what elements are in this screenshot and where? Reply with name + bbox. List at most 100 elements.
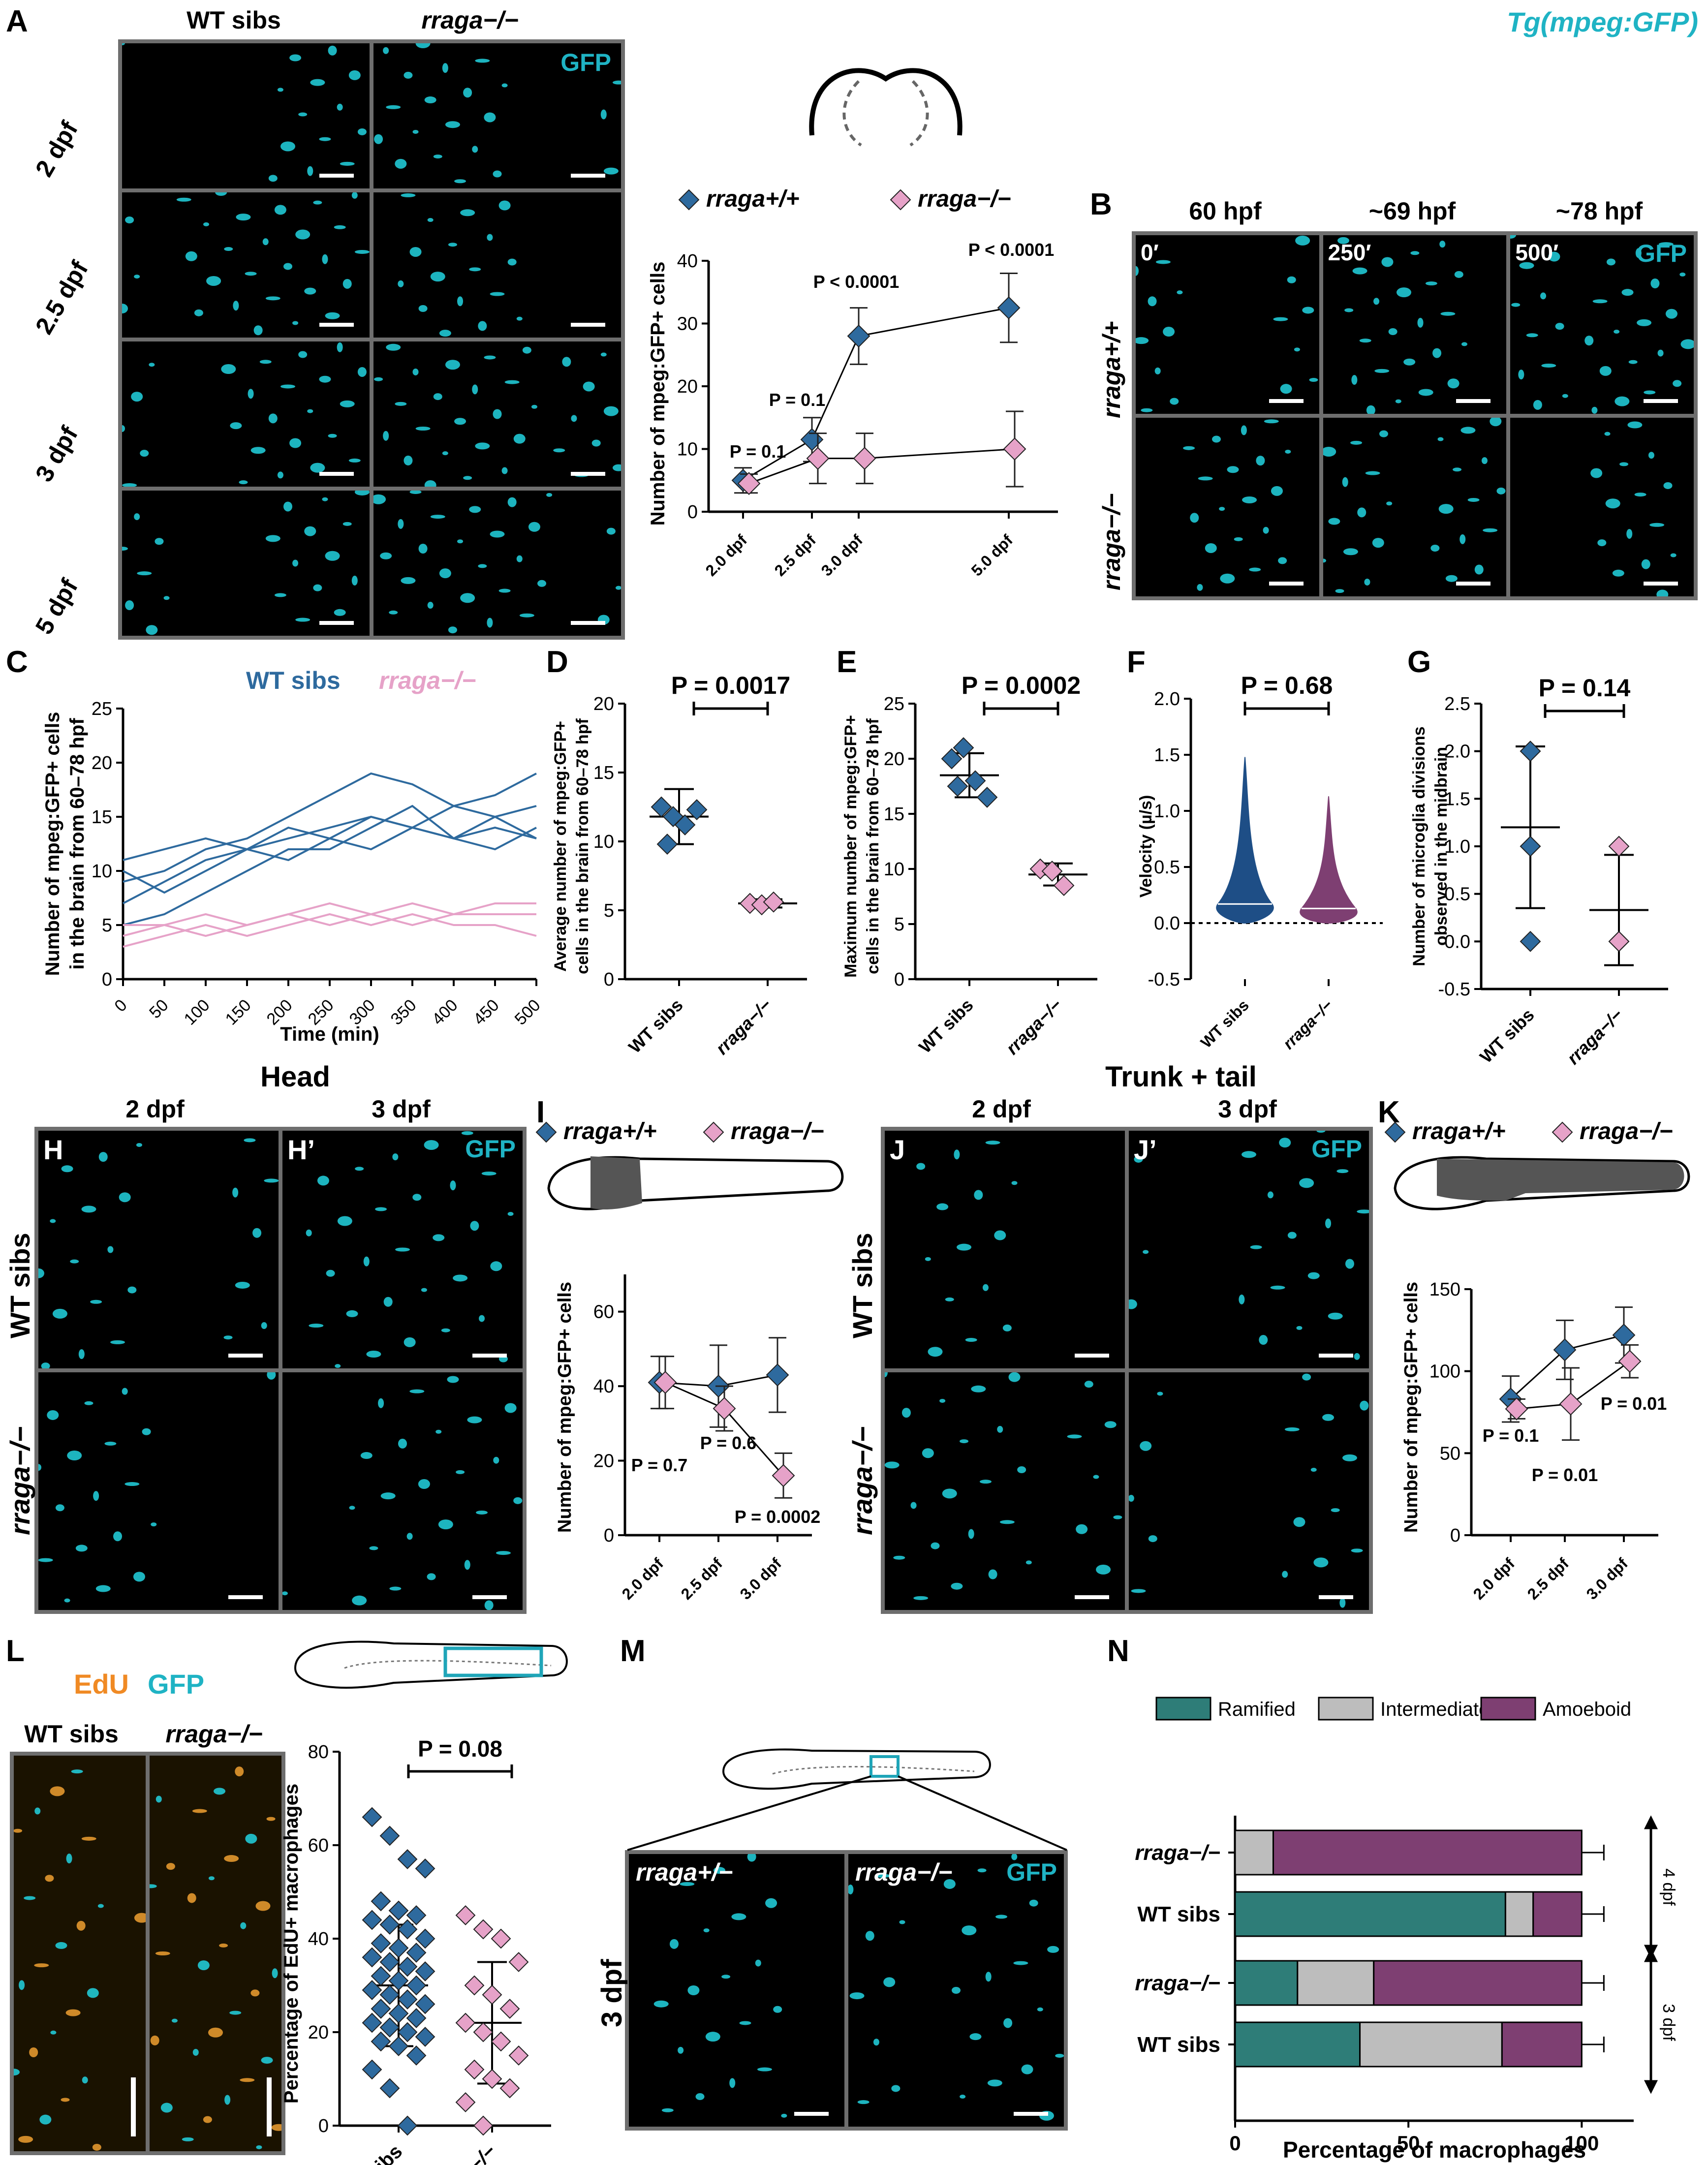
scale-bar bbox=[131, 2077, 136, 2136]
x-tick-label: 50 bbox=[1397, 2132, 1420, 2155]
labeled-cell bbox=[1219, 507, 1225, 511]
y-tick-label: 1.5 bbox=[1444, 789, 1470, 809]
x-axis-label: Time (min) bbox=[280, 1023, 379, 1045]
labeled-cell bbox=[373, 494, 386, 504]
labeled-cell bbox=[493, 170, 502, 178]
labeled-cell bbox=[507, 258, 517, 266]
labeled-cell bbox=[1606, 498, 1621, 509]
y-tick-label: 0 bbox=[1450, 1525, 1460, 1546]
labeled-cell bbox=[84, 1401, 93, 1405]
data-point bbox=[415, 2027, 435, 2047]
micrograph-cell bbox=[122, 43, 370, 188]
labeled-cell bbox=[41, 1362, 50, 1368]
labeled-cell bbox=[757, 2067, 772, 2072]
labeled-cell bbox=[265, 296, 280, 301]
panel-h-col-header: 2 dpf bbox=[125, 1095, 185, 1123]
series-line bbox=[743, 307, 1009, 481]
x-tick-label: WT sibs bbox=[1197, 996, 1252, 1051]
bar-segment bbox=[1359, 2021, 1503, 2068]
labeled-cell bbox=[1447, 378, 1460, 389]
labeled-cell bbox=[61, 2098, 70, 2102]
labeled-cell bbox=[274, 205, 286, 215]
series-line bbox=[123, 902, 536, 927]
labeled-cell bbox=[1533, 400, 1543, 410]
x-tick-label: 5.0 dpf bbox=[968, 531, 1017, 580]
data-point bbox=[491, 2031, 511, 2052]
labeled-cell bbox=[107, 1246, 114, 1253]
scale-bar bbox=[319, 472, 354, 476]
labeled-cell bbox=[295, 229, 311, 240]
labeled-cell bbox=[1396, 287, 1411, 298]
labeled-cell bbox=[197, 1960, 210, 1971]
labeled-cell bbox=[131, 392, 143, 402]
legend-marker-mut bbox=[1552, 1121, 1573, 1143]
y-axis-label: Average number of mpeg:GFP+ bbox=[551, 721, 570, 972]
labeled-cell bbox=[340, 161, 355, 166]
labeled-cell bbox=[310, 463, 325, 473]
panel-label-j: J bbox=[890, 1134, 905, 1165]
labeled-cell bbox=[490, 292, 505, 296]
labeled-cell bbox=[1143, 1250, 1149, 1254]
labeled-cell bbox=[140, 450, 149, 457]
group-label: 4 dpf bbox=[1659, 1868, 1678, 1906]
legend-label: rraga+/+ bbox=[1412, 1118, 1505, 1144]
labeled-cell bbox=[304, 526, 316, 536]
data-point bbox=[464, 1975, 485, 1996]
x-tick-label: 2.0 dpf bbox=[702, 531, 751, 580]
panel-label-e: E bbox=[837, 645, 857, 679]
x-tick-label: WT sibs bbox=[915, 995, 977, 1057]
channel-label: GFP bbox=[1636, 240, 1687, 267]
legend-swatch bbox=[1155, 1697, 1211, 1721]
labeled-cell bbox=[29, 2047, 38, 2057]
labeled-cell bbox=[92, 2143, 101, 2151]
labeled-cell bbox=[70, 1259, 79, 1264]
micrograph-texture bbox=[150, 1766, 281, 2149]
labeled-cell bbox=[885, 1461, 900, 1469]
data-point bbox=[362, 2012, 382, 2033]
data-point bbox=[388, 2003, 409, 2024]
labeled-cell bbox=[1366, 405, 1375, 414]
labeled-cell bbox=[454, 179, 466, 184]
labeled-cell bbox=[498, 200, 511, 211]
labeled-cell bbox=[295, 618, 311, 622]
labeled-cell bbox=[369, 1546, 378, 1550]
micrograph-cell bbox=[38, 1372, 279, 1610]
micrograph-texture bbox=[374, 43, 621, 184]
x-tick-label: 0 bbox=[1229, 2132, 1241, 2155]
labeled-cell bbox=[348, 70, 361, 80]
data-point bbox=[379, 1915, 400, 1935]
x-tick-label: 2.5 dpf bbox=[1524, 1554, 1573, 1603]
labeled-cell bbox=[1163, 327, 1175, 337]
series-line bbox=[123, 772, 537, 883]
labeled-cell bbox=[435, 1429, 442, 1434]
labeled-cell bbox=[268, 175, 278, 182]
labeled-cell bbox=[82, 2076, 88, 2084]
labeled-cell bbox=[1129, 1299, 1137, 1309]
labeled-cell bbox=[266, 1817, 276, 1821]
y-tick-label: 50 bbox=[1440, 1443, 1460, 1464]
data-point bbox=[1505, 1397, 1528, 1421]
labeled-cell bbox=[245, 272, 257, 276]
labeled-cell bbox=[383, 1297, 393, 1307]
labeled-cell bbox=[1323, 558, 1326, 563]
labeled-cell bbox=[406, 1533, 413, 1540]
labeled-cell bbox=[939, 1398, 946, 1403]
labeled-cell bbox=[424, 96, 436, 104]
labeled-cell bbox=[987, 2079, 1002, 2087]
labeled-cell bbox=[1278, 557, 1287, 564]
labeled-cell bbox=[1270, 1285, 1285, 1290]
labeled-cell bbox=[110, 1340, 125, 1344]
labeled-cell bbox=[261, 1322, 267, 1330]
legend-swatch bbox=[1318, 1697, 1374, 1721]
labeled-cell bbox=[1295, 235, 1310, 246]
labeled-cell bbox=[537, 580, 547, 587]
panel-l-image-grid bbox=[10, 1752, 285, 2155]
labeled-cell bbox=[1280, 384, 1292, 394]
labeled-cell bbox=[283, 263, 293, 270]
labeled-cell bbox=[1663, 482, 1673, 489]
labeled-cell bbox=[1634, 493, 1646, 497]
labeled-cell bbox=[1540, 292, 1547, 300]
labeled-cell bbox=[442, 63, 448, 73]
panel-label-j-prime: J’ bbox=[1134, 1134, 1157, 1165]
